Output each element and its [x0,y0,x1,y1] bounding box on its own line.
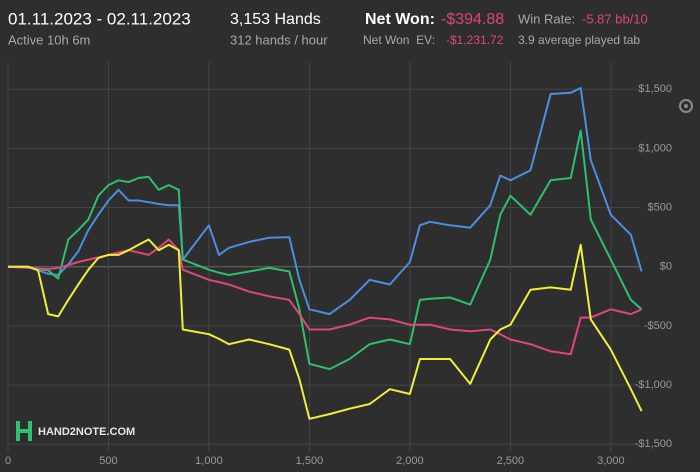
net-won: -$394.88 [441,11,504,28]
win-rate: -5.87 bb/10 [582,11,648,26]
logo-text: HAND2NOTE.COM [38,426,135,438]
settings-icon[interactable] [679,99,693,113]
net-won-label: Net Won: [365,11,435,28]
date-range: 01.11.2023 - 02.11.2023 [8,9,191,28]
x-tick-label: 1,000 [195,455,223,467]
y-tick-label: $0 [660,261,672,273]
series-line [8,238,643,420]
tables: 3.9 average played tab [518,33,640,47]
active-time: Active 10h 6m [8,32,90,47]
x-tick-label: 3,000 [597,455,625,467]
x-tick-label: 2,500 [497,455,525,467]
header: 01.11.2023 - 02.11.2023 Active 10h 6m 3,… [8,9,648,47]
net-won-ev: -$1,231.72 [446,33,504,47]
hands-per-hour: 312 hands / hour [230,32,328,47]
y-tick-label: -$500 [644,320,672,332]
series-line [7,238,643,356]
x-tick-label: 2,000 [396,455,424,467]
logo: HAND2NOTE.COM [16,421,135,441]
x-tick-label: 1,500 [296,455,324,467]
plot: -$1,500 -$1,000 -$500 $0 $500 $1,000 $1,500 0 50… [5,62,672,467]
x-tick-label: 500 [99,455,117,467]
win-rate-label: Win Rate: [518,11,575,26]
y-tick-label: $1,000 [638,142,672,154]
y-tick-label: -$1,000 [635,379,672,391]
series-line [8,129,643,371]
hands: 3,153 Hands [230,11,321,28]
x-tick-label: 0 [5,455,11,467]
y-tick-label: $1,500 [638,83,672,95]
y-tick-label: -$1,500 [635,438,672,450]
net-won-ev-label: Net Won EV: [363,33,435,47]
series-line [8,87,643,316]
y-tick-label: $500 [648,201,672,213]
